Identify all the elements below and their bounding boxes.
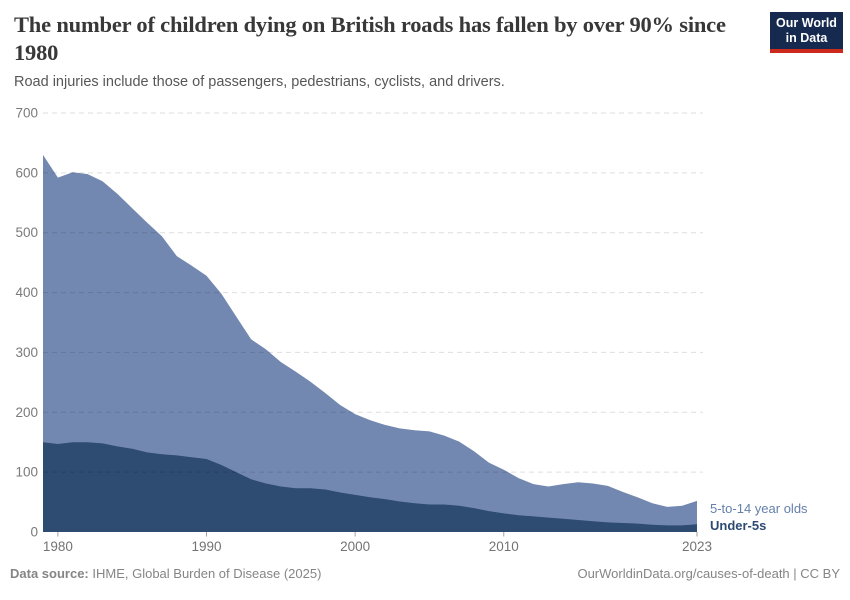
- y-tick-label: 500: [15, 225, 38, 240]
- data-source-label: Data source:: [10, 566, 89, 581]
- y-tick-label: 600: [15, 165, 38, 180]
- y-tick-label: 300: [15, 345, 38, 360]
- series-label-5-to-14: 5-to-14 year olds: [710, 501, 808, 516]
- owid-logo-line1: Our World: [776, 16, 837, 30]
- page-subtitle: Road injuries include those of passenger…: [14, 74, 505, 90]
- page-title: The number of children dying on British …: [14, 12, 726, 65]
- y-tick-label: 200: [15, 405, 38, 420]
- area-under-5s: [43, 442, 697, 532]
- data-source-note: Data source: IHME, Global Burden of Dise…: [10, 566, 321, 581]
- y-tick-label: 100: [15, 465, 38, 480]
- x-tick-label: 2010: [489, 539, 519, 554]
- data-source-text: IHME, Global Burden of Disease (2025): [88, 566, 322, 581]
- x-tick-label: 2000: [340, 539, 370, 554]
- footer-link[interactable]: OurWorldinData.org/causes-of-death | CC …: [577, 566, 840, 581]
- series-label-under-5s: Under-5s: [710, 518, 767, 533]
- area-5-to-14-year-olds: [43, 154, 697, 532]
- y-tick-label: 0: [30, 525, 38, 540]
- y-tick-label: 400: [15, 285, 38, 300]
- x-tick-label: 1990: [191, 539, 221, 554]
- owid-logo[interactable]: Our World in Data: [770, 12, 843, 53]
- x-tick-label: 1980: [43, 539, 73, 554]
- x-tick-label: 2023: [682, 539, 712, 554]
- y-tick-label: 700: [15, 106, 38, 121]
- owid-logo-line2: in Data: [785, 31, 828, 45]
